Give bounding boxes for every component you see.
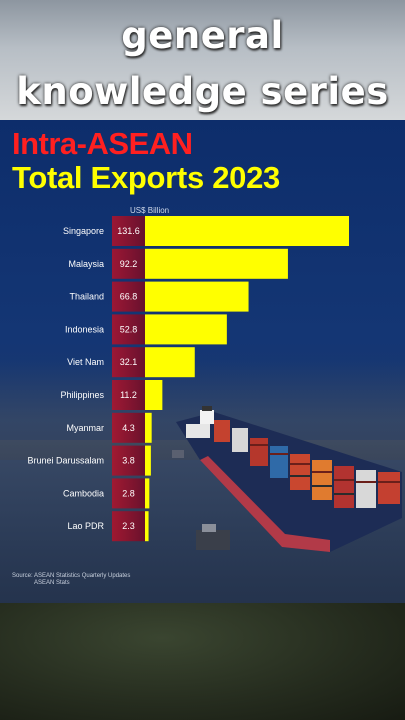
value-label-background — [112, 216, 145, 246]
value-label: 11.2 — [120, 390, 137, 400]
value-label: 4.3 — [122, 423, 135, 433]
value-label: 131.6 — [117, 226, 140, 236]
chart-title-line-1: Intra-ASEAN — [12, 126, 193, 161]
ship-icon — [172, 406, 402, 552]
cargo-ship-illustration — [172, 406, 402, 552]
category-label: Malaysia — [68, 259, 104, 269]
source-note: Source: ASEAN Statistics Quarterly Updat… — [12, 573, 131, 579]
bottom-dark-area — [0, 603, 405, 720]
banner-line-1: general — [121, 14, 284, 57]
value-label: 3.8 — [122, 456, 135, 466]
value-label: 32.1 — [120, 357, 138, 367]
category-label: Singapore — [63, 226, 104, 236]
bar — [145, 281, 249, 312]
bar — [145, 347, 195, 378]
value-label: 52.8 — [120, 324, 138, 334]
header-banner: general knowledge series — [0, 0, 405, 120]
category-label: Myanmar — [66, 423, 104, 433]
category-label: Viet Nam — [67, 357, 104, 367]
value-label: 92.2 — [120, 259, 138, 269]
category-label: Lao PDR — [67, 521, 104, 531]
value-label-background — [112, 248, 145, 279]
value-label-background — [112, 347, 145, 378]
value-label: 2.3 — [122, 521, 135, 531]
value-label-background — [112, 511, 145, 542]
category-label: Brunei Darussalam — [27, 456, 104, 466]
source-note-2: ASEAN Stats — [34, 580, 70, 586]
category-label: Thailand — [69, 292, 104, 302]
axis-unit-label: US$ Billion — [130, 206, 170, 215]
banner-line-2: knowledge series — [16, 70, 389, 113]
category-label: Cambodia — [63, 488, 104, 498]
value-label: 2.8 — [122, 488, 135, 498]
value-label-background — [112, 445, 145, 476]
value-label-background — [112, 314, 145, 345]
value-label-background — [112, 380, 145, 410]
value-label: 66.8 — [120, 292, 138, 302]
bar — [145, 248, 288, 279]
bar — [145, 314, 227, 345]
bar — [145, 412, 152, 443]
bar — [145, 478, 150, 509]
value-label-background — [112, 412, 145, 443]
category-label: Indonesia — [65, 324, 104, 334]
infographic-card: Intra-ASEAN Total Exports 2023 US$ Billi… — [0, 120, 405, 603]
bar — [145, 380, 163, 410]
value-label-background — [112, 478, 145, 509]
bar-chart: Singapore 131.6 Malaysia 92.2 Thailand 66.8 In… — [27, 216, 349, 542]
value-label-background — [112, 281, 145, 312]
bar — [145, 445, 151, 476]
category-label: Philippines — [60, 390, 104, 400]
bar — [145, 511, 149, 542]
bar — [145, 216, 349, 246]
chart-title-line-2: Total Exports 2023 — [12, 160, 280, 195]
